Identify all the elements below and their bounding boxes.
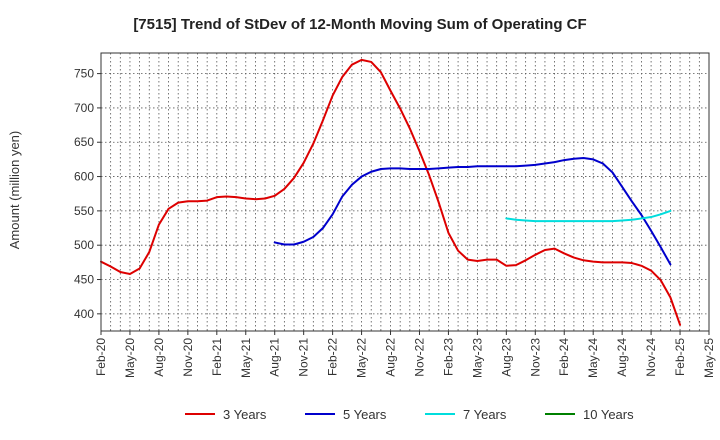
- x-tick-label: May-22: [355, 338, 369, 378]
- series-line-2: [273, 157, 672, 266]
- y-tick-label: 650: [74, 135, 94, 149]
- x-axis-ticks: Feb-20 May-20 Aug-20 Nov-20 Feb-21 May-21 Aug-…: [94, 331, 716, 378]
- x-tick-label: Feb-20: [94, 338, 108, 376]
- series-line-3: [505, 209, 672, 223]
- x-tick-label: Nov-24: [644, 338, 658, 377]
- x-tick-label: Feb-23: [441, 338, 455, 376]
- x-tick-label: May-24: [586, 338, 600, 378]
- x-tick-label: Feb-25: [673, 338, 687, 376]
- legend: 3 Years 5 Years 7 Years 10 Years: [185, 407, 634, 422]
- legend-label-2: 5 Years: [343, 407, 387, 422]
- x-tick-label: Aug-22: [384, 338, 398, 377]
- y-tick-label: 750: [74, 67, 94, 81]
- x-tick-label: May-23: [470, 338, 484, 378]
- x-tick-label: Nov-23: [528, 338, 542, 377]
- plot-frame: [100, 52, 710, 332]
- y-tick-label: 700: [74, 101, 94, 115]
- x-tick-label: Nov-21: [297, 338, 311, 377]
- chart-title: [7515] Trend of StDev of 12-Month Moving…: [133, 16, 586, 33]
- y-tick-label: 600: [74, 170, 94, 184]
- x-tick-label: Nov-22: [412, 338, 426, 377]
- x-tick-label: Aug-20: [152, 338, 166, 377]
- x-tick-label: Aug-21: [268, 338, 282, 377]
- x-tick-label: Feb-24: [557, 338, 571, 376]
- y-axis-ticks: 400 450 500 550 600 650 700 750: [74, 67, 101, 321]
- x-tick-label: May-25: [702, 338, 716, 378]
- y-tick-label: 550: [74, 204, 94, 218]
- grid-layer: [101, 53, 709, 331]
- legend-label-3: 7 Years: [463, 407, 507, 422]
- series-line-1: [100, 58, 682, 326]
- y-tick-label: 500: [74, 238, 94, 252]
- series-layer: [100, 58, 682, 326]
- x-tick-label: Aug-24: [615, 338, 629, 377]
- legend-label-4: 10 Years: [583, 407, 634, 422]
- y-tick-label: 450: [74, 273, 94, 287]
- x-tick-label: Feb-22: [326, 338, 340, 376]
- x-tick-label: Aug-23: [499, 338, 513, 377]
- x-tick-label: Feb-21: [210, 338, 224, 376]
- y-axis-label: Amount (million yen): [7, 131, 22, 250]
- x-tick-label: Nov-20: [181, 338, 195, 377]
- x-tick-label: May-20: [123, 338, 137, 378]
- x-tick-label: May-21: [239, 338, 253, 378]
- legend-label-1: 3 Years: [223, 407, 267, 422]
- y-tick-label: 400: [74, 307, 94, 321]
